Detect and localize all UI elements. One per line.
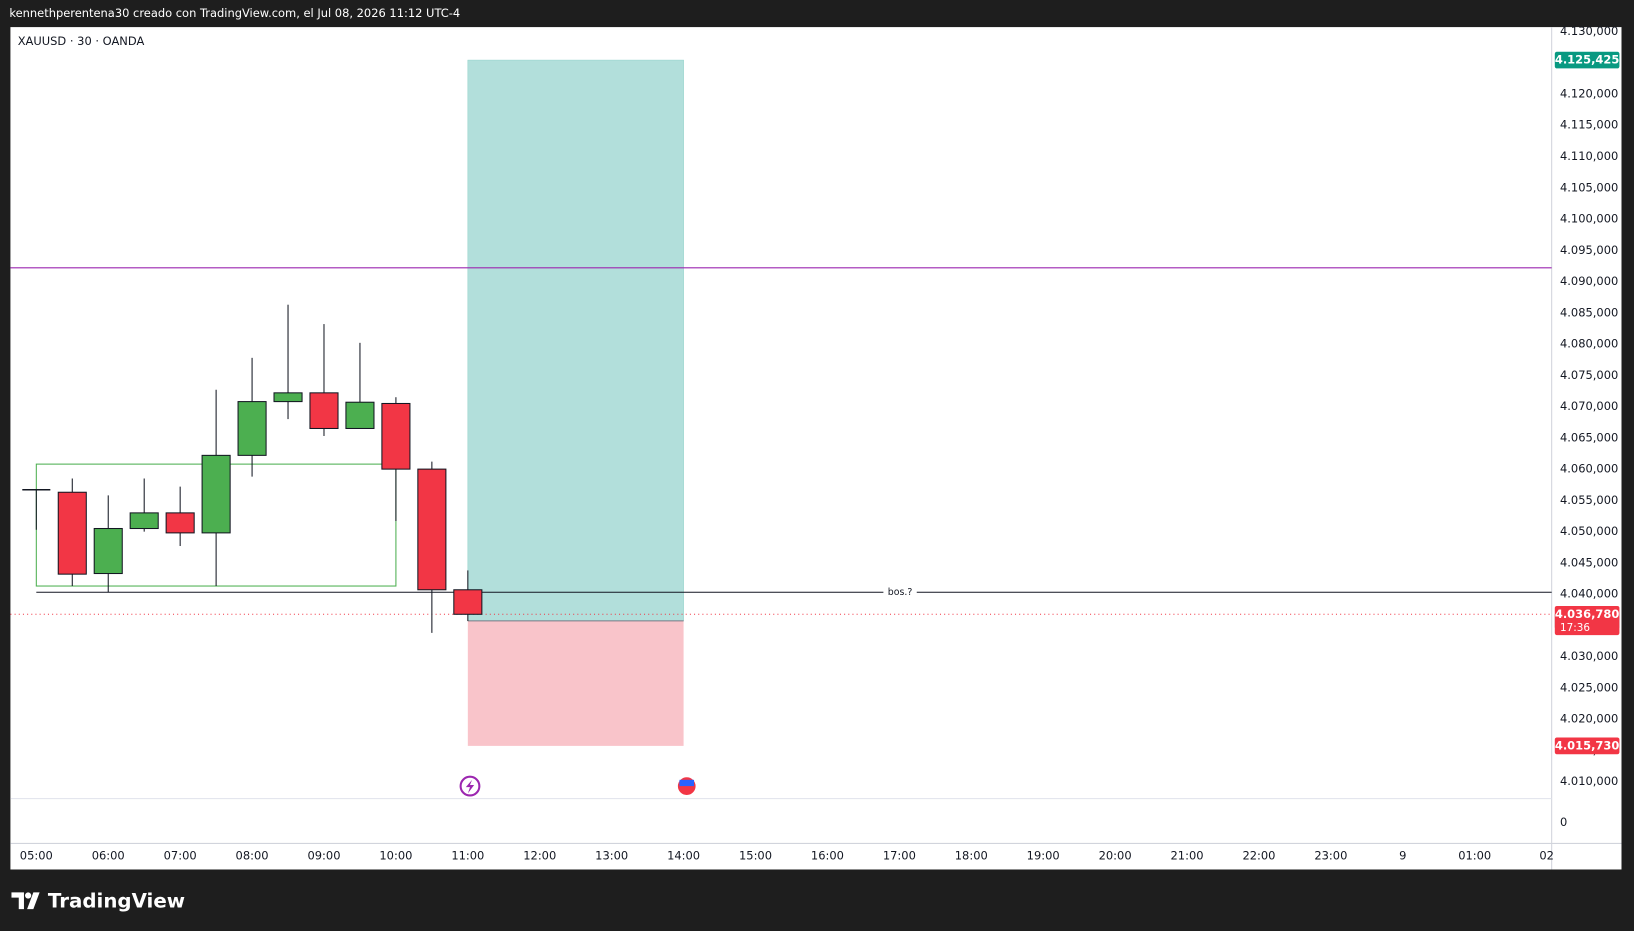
x-tick-label: 20:00 <box>1099 848 1132 862</box>
candle-body <box>309 392 339 430</box>
x-tick-label: 05:00 <box>20 848 53 862</box>
y-tick-label: 4.095,000 <box>1560 243 1618 257</box>
y-tick-label: 4.065,000 <box>1560 430 1618 444</box>
x-tick-label: 15:00 <box>739 848 772 862</box>
countdown: 17:36 <box>1560 622 1590 634</box>
x-tick-label: 11:00 <box>451 848 484 862</box>
event-icon-glyph <box>465 779 475 794</box>
x-tick-label: 9 <box>1399 848 1406 862</box>
x-tick-label: 19:00 <box>1027 848 1060 862</box>
x-tick-label: 18:00 <box>955 848 988 862</box>
y-tick-label: 4.025,000 <box>1560 680 1618 694</box>
brand: TradingView <box>48 889 185 912</box>
y-tick-label: 4.105,000 <box>1560 180 1618 194</box>
x-tick-label: 02 <box>1539 848 1554 862</box>
y-tick-label: 4.040,000 <box>1560 587 1618 601</box>
profit-zone <box>467 59 684 622</box>
y-tick-label: 4.075,000 <box>1560 368 1618 382</box>
y-tick-label: 4.130,000 <box>1560 24 1618 38</box>
candle-body <box>57 491 87 575</box>
candle-body <box>237 401 267 456</box>
logo-dot <box>25 892 32 899</box>
x-tick-label: 16:00 <box>811 848 844 862</box>
y-tick-label: 4.045,000 <box>1560 555 1618 569</box>
x-tick-label: 23:00 <box>1314 848 1347 862</box>
candle-body <box>129 512 159 530</box>
price-tag-label: 4.036,780 <box>1555 607 1620 621</box>
x-tick-label: 13:00 <box>595 848 628 862</box>
logo: TradingView <box>11 889 185 912</box>
candle-body <box>381 402 411 470</box>
logo-mark <box>11 892 40 910</box>
symbol-label: XAUUSD · 30 · OANDA <box>18 34 145 48</box>
y-tick-label: 4.080,000 <box>1560 337 1618 351</box>
candle-body <box>201 454 231 534</box>
x-tick-label: 01:00 <box>1458 848 1491 862</box>
subpane-tick-label: 0 <box>1560 815 1567 829</box>
x-tick-label: 08:00 <box>236 848 269 862</box>
y-tick-label: 4.060,000 <box>1560 462 1618 476</box>
y-tick-label: 4.010,000 <box>1560 774 1618 788</box>
y-tick-label: 4.115,000 <box>1560 118 1618 132</box>
candle-body <box>93 527 123 575</box>
y-tick-label: 4.055,000 <box>1560 493 1618 507</box>
x-tick-label: 21:00 <box>1171 848 1204 862</box>
price-tag <box>1554 51 1620 69</box>
candle-body <box>453 589 483 615</box>
y-tick-label: 4.050,000 <box>1560 524 1618 538</box>
chart-panel <box>10 27 1622 870</box>
price-tag-label: 4.125,425 <box>1555 53 1620 67</box>
y-tick-label: 4.085,000 <box>1560 305 1618 319</box>
candle-body <box>273 392 303 403</box>
x-tick-label: 14:00 <box>667 848 700 862</box>
y-tick-label: 4.120,000 <box>1560 87 1618 101</box>
price-tag-label: 4.015,730 <box>1555 738 1620 752</box>
header-text: kennethperentena30 creado con TradingVie… <box>9 6 460 20</box>
x-tick-label: 09:00 <box>307 848 340 862</box>
y-tick-label: 4.020,000 <box>1560 712 1618 726</box>
event-icon-glyph <box>679 779 695 787</box>
candle-body <box>165 512 195 534</box>
candle-body <box>417 468 447 591</box>
event-icons <box>459 775 697 797</box>
x-tick-label: 07:00 <box>164 848 197 862</box>
bos-label: bos.? <box>888 587 913 598</box>
x-tick-label: 12:00 <box>523 848 556 862</box>
y-tick-label: 4.070,000 <box>1560 399 1618 413</box>
y-tick-label: 4.100,000 <box>1560 212 1618 226</box>
candle-body <box>345 401 375 430</box>
loss-zone <box>467 620 684 746</box>
x-tick-label: 06:00 <box>92 848 125 862</box>
price-tag <box>1554 605 1620 636</box>
y-tick-label: 4.090,000 <box>1560 274 1618 288</box>
price-tag <box>1554 737 1620 755</box>
y-tick-label: 4.110,000 <box>1560 149 1618 163</box>
bos-label-bg <box>883 586 917 599</box>
x-tick-label: 22:00 <box>1242 848 1275 862</box>
x-tick-label: 10:00 <box>379 848 412 862</box>
y-tick-label: 4.030,000 <box>1560 649 1618 663</box>
x-tick-label: 17:00 <box>883 848 916 862</box>
